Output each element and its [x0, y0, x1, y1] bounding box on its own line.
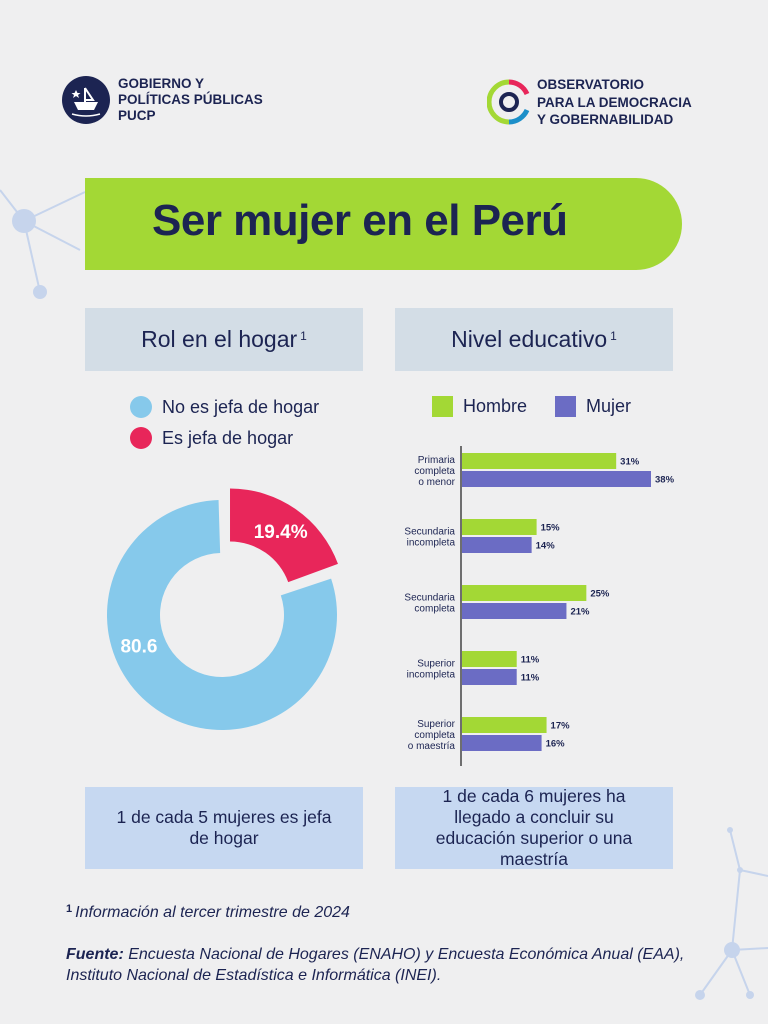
logo-right-line-3: Y GOBERNABILIDAD — [537, 112, 674, 127]
legend-swatch-mujer — [555, 396, 576, 417]
category-label: o menor — [418, 477, 455, 488]
category-label: Secundaria — [404, 527, 455, 538]
callout-educacion-superior: 1 de cada 6 mujeres ha llegado a conclui… — [395, 786, 673, 869]
bar-value-label: 17% — [551, 721, 571, 732]
category-label: completa — [414, 466, 455, 477]
category-label: Secundaria — [404, 593, 455, 604]
category-label: incompleta — [407, 670, 456, 681]
category-label: completa — [414, 730, 455, 741]
bar-value-label: 25% — [590, 589, 610, 600]
legend-item-hombre: Hombre — [432, 396, 527, 417]
bar-hombre — [462, 717, 547, 733]
logo-left-line-2: POLÍTICAS PÚBLICAS — [118, 92, 263, 107]
logo-left-line-3: PUCP — [118, 108, 156, 123]
category-label: Primaria — [418, 455, 456, 466]
donut-chart-rol-hogar: 19.4% 80.6 — [106, 488, 338, 730]
bar-value-label: 11% — [521, 655, 540, 666]
callout-left-text: 1 de cada 5 mujeres es jefa de hogar — [116, 807, 332, 848]
bar-mujer — [462, 471, 651, 487]
donut-label-jefa: 19.4% — [254, 522, 308, 543]
callout-right-text: 1 de cada 6 mujeres ha llegado a conclui… — [435, 786, 633, 869]
legend-item-jefa: Es jefa de hogar — [130, 427, 293, 449]
legend-label-no-jefa: No es jefa de hogar — [162, 396, 320, 417]
title-banner: Ser mujer en el Perú — [85, 178, 682, 270]
source-label: Fuente: — [66, 946, 124, 963]
network-decoration-right — [695, 827, 768, 1000]
bar-mujer — [462, 735, 542, 751]
footnote-ref-right: 1 — [610, 328, 617, 343]
source-text: Encuesta Nacional de Hogares (ENAHO) y E… — [66, 946, 685, 984]
legend-label-hombre: Hombre — [463, 396, 528, 416]
legend-label-mujer: Mujer — [586, 396, 632, 416]
bar-mujer — [462, 669, 517, 685]
legend-swatch-hombre — [432, 396, 453, 417]
legend-swatch-jefa — [130, 427, 152, 449]
bar-value-label: 11% — [521, 673, 540, 684]
callout-jefa-hogar: 1 de cada 5 mujeres es jefa de hogar — [85, 787, 363, 869]
panel-title-rol-hogar: Rol en el hogar — [141, 326, 298, 352]
footnote-ref-left: 1 — [300, 328, 307, 343]
footnote-marker: 1 — [66, 903, 73, 915]
logo-right-line-2: PARA LA DEMOCRACIA — [537, 94, 692, 110]
bar-value-label: 21% — [570, 607, 590, 618]
footnote-text: Información al tercer trimestre de 2024 — [75, 904, 350, 921]
bar-hombre — [462, 453, 617, 469]
bar-value-label: 31% — [620, 457, 640, 468]
donut-slice-jefa — [230, 488, 338, 583]
bar-hombre — [462, 585, 587, 601]
category-label: incompleta — [407, 538, 456, 549]
bar-hombre — [462, 651, 517, 667]
category-label: completa — [414, 604, 455, 615]
bar-hombre — [462, 519, 537, 535]
legend-item-no-jefa: No es jefa de hogar — [130, 396, 319, 418]
footnote: 1 Información al tercer trimestre de 2024 — [66, 903, 350, 922]
bar-mujer — [462, 603, 567, 619]
category-label: o maestría — [408, 741, 456, 752]
donut-slice-no-jefa — [106, 500, 337, 730]
bar-mujer — [462, 537, 532, 553]
pucp-seal-icon — [62, 76, 110, 124]
legend-item-mujer: Mujer — [555, 396, 631, 417]
bar-value-label: 16% — [546, 739, 566, 750]
page-title: Ser mujer en el Perú — [152, 196, 568, 245]
bar-value-label: 14% — [536, 541, 556, 552]
donut-label-no-jefa: 80.6 — [120, 637, 157, 658]
network-decoration-left — [0, 189, 86, 299]
panel-header-rol-hogar: Rol en el hogar 1 — [85, 308, 363, 371]
logo-left-line-1: GOBIERNO Y — [118, 76, 205, 91]
observatorio-mark-icon — [487, 79, 530, 125]
category-label: Superior — [417, 719, 455, 730]
logo-right-line-1: OBSERVATORIO — [537, 77, 645, 92]
category-label: Superior — [417, 659, 455, 670]
bar-value-label: 38% — [655, 475, 675, 486]
source-note: Fuente: Encuesta Nacional de Hogares (EN… — [66, 944, 706, 986]
legend-label-jefa: Es jefa de hogar — [162, 427, 294, 448]
logo-gobierno-politicas-publicas: GOBIERNO Y POLÍTICAS PÚBLICAS PUCP — [62, 76, 263, 124]
panel-header-nivel-educativo: Nivel educativo 1 — [395, 308, 673, 371]
panel-title-nivel-educativo: Nivel educativo — [451, 326, 608, 352]
bar-value-label: 15% — [541, 523, 561, 534]
logo-observatorio: OBSERVATORIO PARA LA DEMOCRACIA Y GOBERN… — [487, 76, 692, 129]
legend-swatch-no-jefa — [130, 396, 152, 418]
